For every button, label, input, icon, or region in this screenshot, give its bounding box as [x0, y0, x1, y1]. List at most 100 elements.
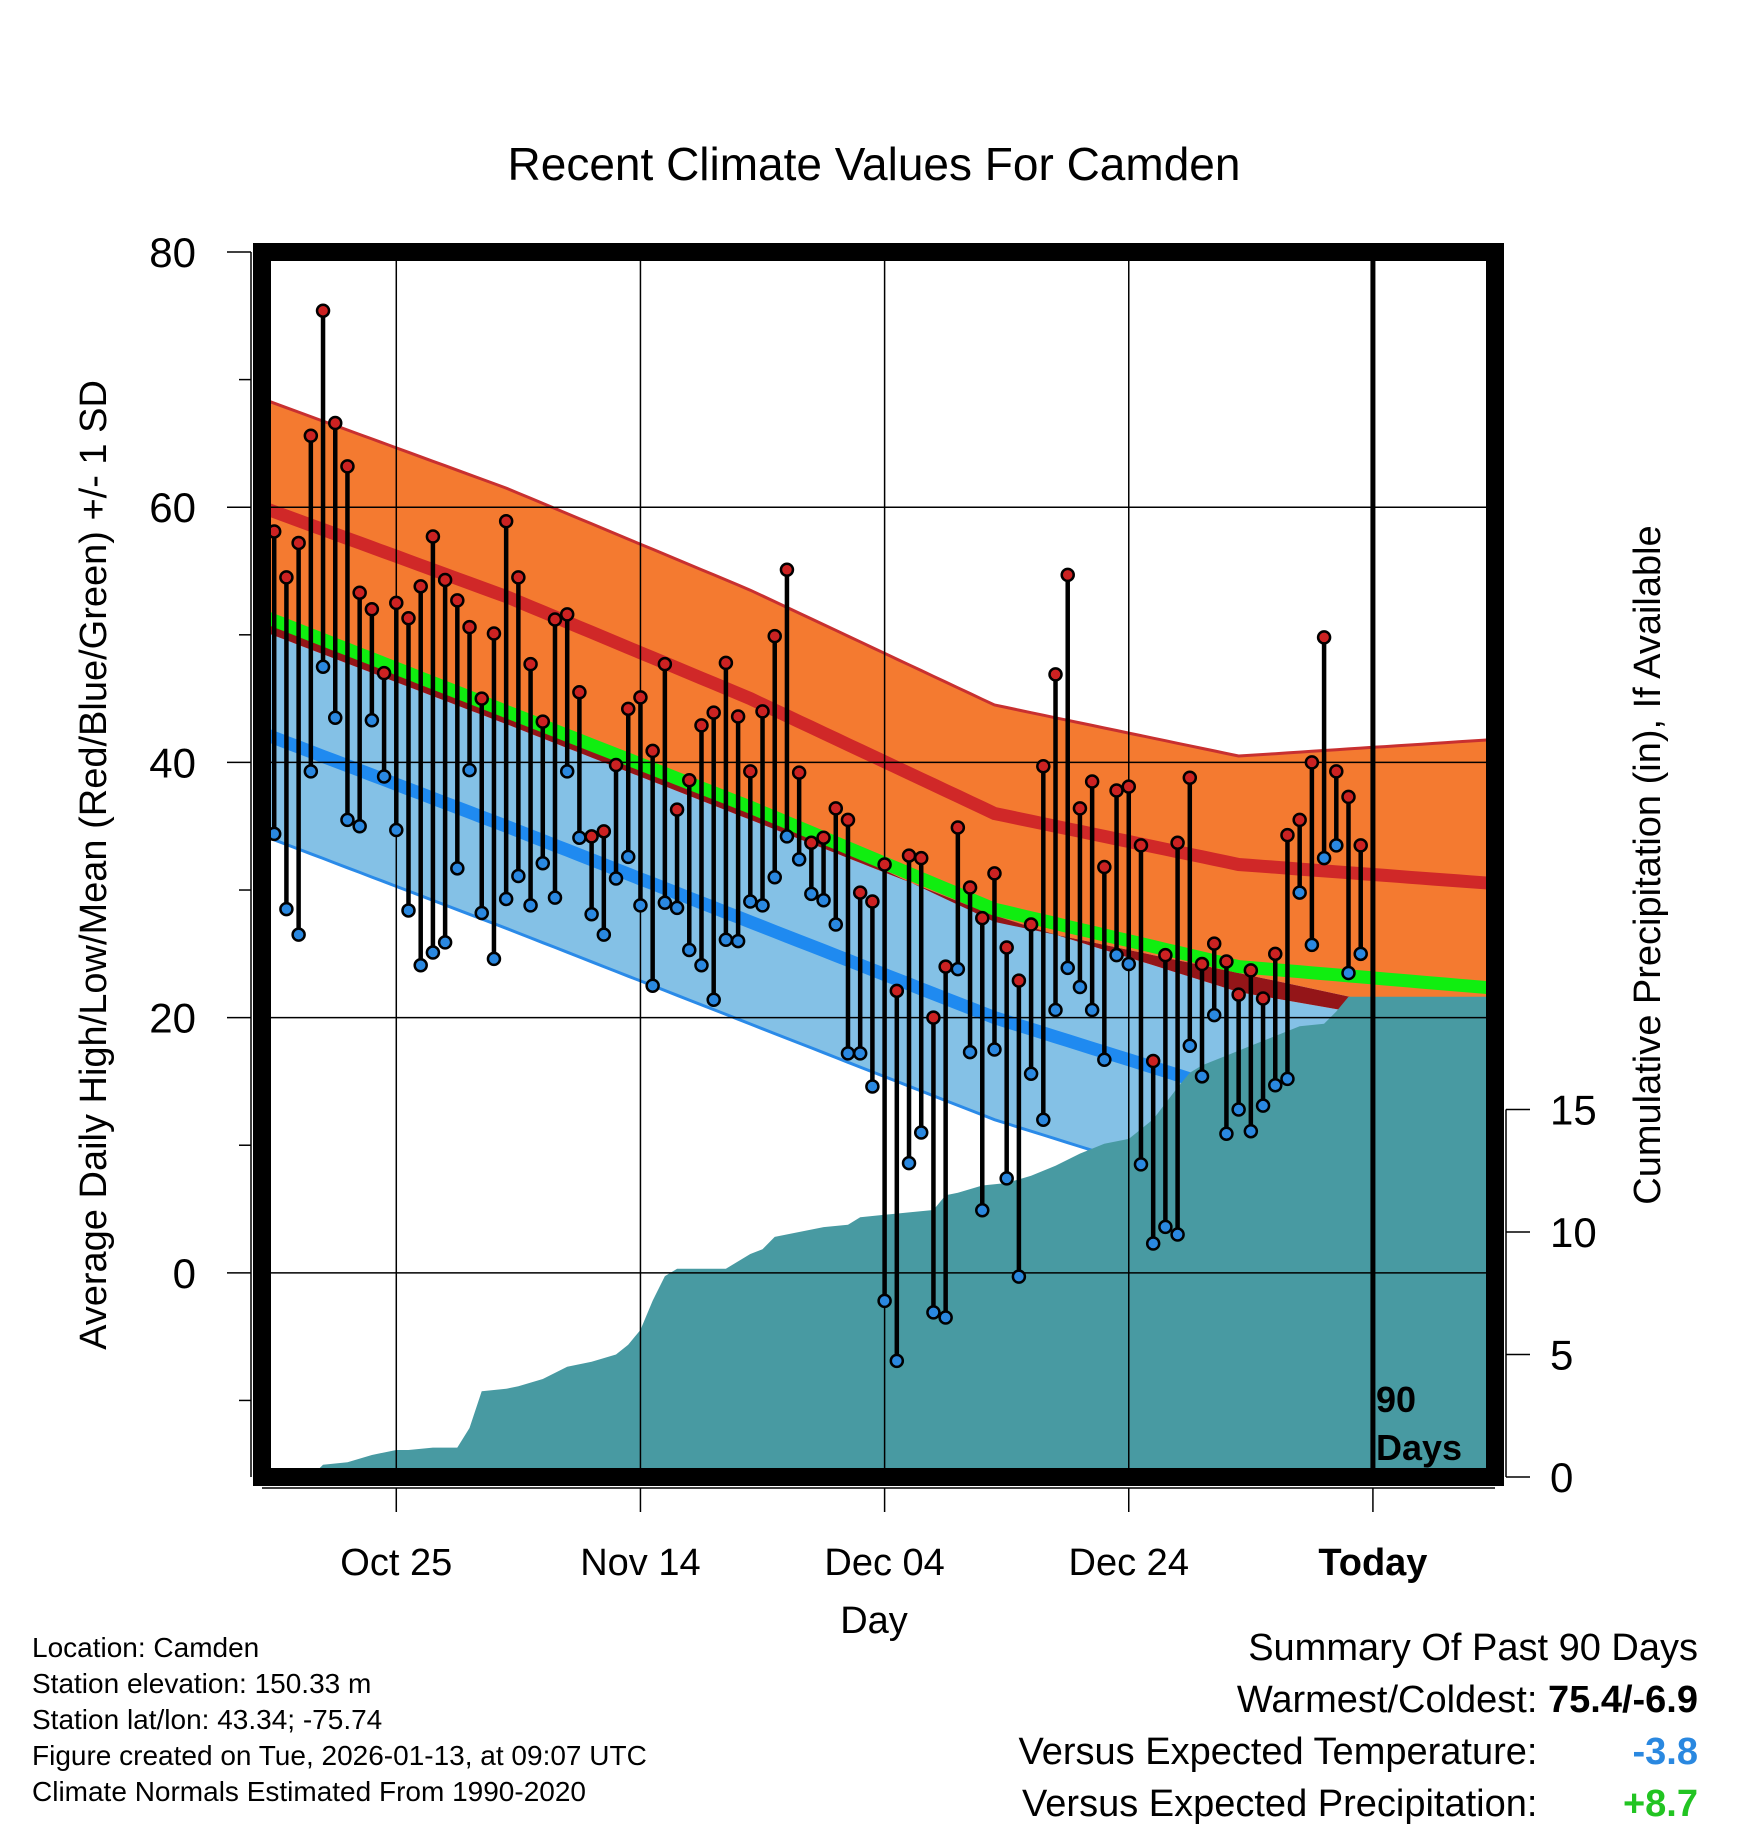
- high-point: [1084, 774, 1100, 789]
- high-point: [498, 513, 514, 529]
- temp-label: Versus Expected Temperature:: [1018, 1731, 1538, 1773]
- today-label-90: 90: [1376, 1379, 1416, 1420]
- high-point: [755, 704, 770, 719]
- low-point: [718, 932, 734, 948]
- low-point: [1011, 1269, 1027, 1284]
- high-point: [877, 857, 892, 872]
- high-point: [352, 585, 367, 600]
- left-axis-tick-label: 80: [149, 229, 196, 276]
- low-point: [1133, 1157, 1149, 1172]
- low-point: [1036, 1112, 1051, 1127]
- low-point: [559, 764, 575, 779]
- low-point: [291, 927, 306, 942]
- low-point: [1219, 1126, 1234, 1141]
- low-point: [1158, 1219, 1173, 1235]
- low-point: [1084, 1002, 1100, 1018]
- left-axis-tick-label: 40: [149, 739, 196, 786]
- low-point: [450, 861, 465, 876]
- high-point: [620, 701, 636, 717]
- x-axis-tick-label: Nov 14: [580, 1542, 700, 1584]
- high-point: [340, 459, 355, 474]
- cumulative-precipitation-area: [262, 996, 1495, 1477]
- high-point: [633, 690, 648, 705]
- high-point: [1243, 963, 1259, 978]
- low-point: [852, 1046, 868, 1061]
- low-point: [791, 852, 807, 867]
- high-normal-band: [262, 398, 1495, 1028]
- high-point: [718, 655, 734, 671]
- low-point: [474, 905, 489, 921]
- low-point: [938, 1310, 953, 1325]
- high-point: [840, 812, 856, 828]
- low-point: [755, 898, 770, 913]
- high-point: [682, 773, 697, 788]
- low-point: [889, 1353, 905, 1369]
- warmest-value: 75.4/-6.9: [1548, 1679, 1698, 1721]
- low-point: [1097, 1052, 1112, 1067]
- low-point: [596, 927, 612, 942]
- low-point: [975, 1203, 990, 1218]
- high-point: [743, 764, 758, 779]
- high-point: [706, 705, 721, 720]
- high-point: [865, 894, 880, 909]
- high-point: [804, 835, 819, 851]
- low-point: [401, 903, 416, 918]
- high-point: [511, 570, 526, 585]
- latlon-text: Station lat/lon: 43.34; -75.74: [32, 1704, 383, 1735]
- high-point: [816, 830, 831, 845]
- high-point: [938, 959, 953, 974]
- high-point: [1060, 567, 1075, 583]
- low-point: [1243, 1123, 1259, 1139]
- right-axis-tick-label: 0: [1550, 1454, 1573, 1501]
- low-point: [999, 1171, 1014, 1186]
- high-band-upper-edge: [262, 397, 1495, 758]
- high-point: [975, 910, 990, 926]
- low-point: [620, 849, 636, 865]
- low-point: [1329, 838, 1344, 853]
- low-point: [694, 958, 709, 973]
- high-point: [1353, 838, 1368, 853]
- high-point: [535, 714, 551, 729]
- low-point: [877, 1293, 892, 1309]
- low-point: [315, 659, 331, 674]
- high-point: [572, 684, 587, 700]
- high-point: [1316, 630, 1332, 645]
- high-point: [1341, 789, 1356, 805]
- plot-area: 90 Days: [262, 252, 1495, 1477]
- low-point: [498, 891, 514, 907]
- low-point: [327, 710, 343, 726]
- high-point: [1182, 770, 1198, 785]
- precip-value: +8.7: [1622, 1783, 1698, 1825]
- summary-warmest-row: Warmest/Coldest: 75.4/-6.9: [1019, 1674, 1698, 1726]
- high-point: [1255, 991, 1271, 1006]
- created-text: Figure created on Tue, 2026-01-13, at 09…: [32, 1740, 647, 1771]
- normals-text: Climate Normals Estimated From 1990-2020: [32, 1776, 586, 1807]
- high-point: [279, 570, 294, 585]
- low-point: [1182, 1038, 1198, 1053]
- high-point: [401, 610, 416, 626]
- y-axis-label-left: Average Daily High/Low/Mean (Red/Blue/Gr…: [73, 380, 115, 1350]
- low-point: [425, 945, 441, 960]
- left-axis-tick-label: 60: [149, 484, 196, 531]
- low-point: [1280, 1071, 1295, 1087]
- high-point: [926, 1010, 941, 1025]
- low-point: [462, 762, 477, 778]
- high-point: [779, 562, 795, 577]
- summary-temp-row: Versus Expected Temperature: -3.8: [1019, 1726, 1698, 1778]
- low-point: [1304, 937, 1320, 953]
- high-point: [950, 820, 966, 835]
- high-points: [266, 303, 1368, 1069]
- high-point: [694, 718, 709, 733]
- high-point: [474, 691, 489, 706]
- low-point: [584, 907, 599, 922]
- high-point: [1133, 838, 1149, 853]
- high-point: [1170, 835, 1185, 851]
- right-axis-tick-label: 10: [1550, 1209, 1597, 1256]
- left-axis-tick-label: 0: [173, 1250, 196, 1297]
- high-point: [1329, 764, 1344, 779]
- low-point: [572, 830, 587, 845]
- location-text: Location: Camden: [32, 1632, 260, 1663]
- high-point: [523, 656, 538, 672]
- low-point: [608, 871, 624, 886]
- summary-precip-row: Versus Expected Precipitation: +8.7: [1019, 1778, 1698, 1830]
